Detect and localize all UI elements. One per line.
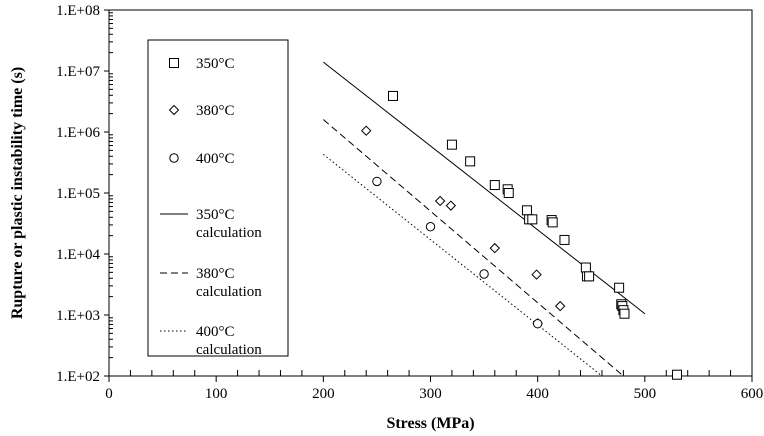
data-point-square — [559, 234, 570, 245]
data-point-square — [547, 217, 558, 228]
data-point-diamond — [434, 195, 446, 207]
data-point-square — [489, 180, 500, 191]
legend-square-marker — [169, 58, 179, 68]
data-point-square — [527, 214, 538, 225]
x-tick-label: 200 — [312, 386, 335, 402]
data-point-square — [614, 282, 625, 293]
legend-box — [147, 39, 289, 357]
data-point-square — [446, 139, 457, 150]
data-point-square — [387, 90, 398, 101]
legend-label: 380°C — [196, 266, 235, 282]
y-tick-label: 1.E+05 — [56, 186, 100, 202]
legend-label: 400°C — [196, 151, 235, 167]
legend-label: 350°C — [196, 56, 235, 72]
y-tick-label: 1.E+08 — [56, 3, 100, 19]
data-point-square — [465, 156, 476, 167]
x-tick-label: 0 — [105, 386, 113, 402]
legend-label: calculation — [196, 284, 262, 300]
data-point-square — [521, 205, 532, 216]
y-tick-label: 1.E+06 — [56, 125, 100, 141]
data-point-diamond — [360, 125, 372, 136]
legend-diamond-marker — [168, 104, 180, 116]
legend-label: calculation — [196, 225, 262, 241]
data-point-circle — [532, 319, 543, 329]
legend: 350°C 380°C 400°C 350°C calculation 380°C calc… — [147, 39, 289, 358]
data-point-square — [503, 188, 514, 198]
data-point-square — [671, 369, 682, 380]
data-point-diamond — [554, 300, 566, 312]
y-tick-label: 1.E+03 — [56, 308, 100, 324]
x-tick-label: 100 — [205, 386, 228, 402]
data-point-diamond — [531, 269, 542, 280]
data-marks — [323, 61, 682, 380]
data-point-circle — [479, 269, 489, 279]
data-point-circle — [372, 176, 382, 187]
data-point-diamond — [445, 200, 457, 211]
series-line-dotted — [323, 153, 603, 377]
y-axis-title: Rupture or plastic instability time (s) — [9, 67, 26, 319]
y-tick-label: 1.E+02 — [56, 369, 100, 385]
x-tick-label: 400 — [526, 386, 549, 402]
legend-label: 400°C — [196, 324, 235, 340]
data-point-diamond — [489, 242, 501, 254]
legend-label: 350°C — [196, 207, 235, 223]
x-tick-label: 500 — [634, 386, 657, 402]
data-point-square — [584, 271, 595, 282]
legend-circle-marker — [169, 153, 179, 163]
x-tick-label: 600 — [741, 386, 764, 402]
y-tick-label: 1.E+07 — [56, 64, 100, 80]
x-axis-title: Stress (MPa) — [386, 415, 474, 432]
data-point-square — [619, 308, 630, 319]
legend-label: 380°C — [196, 103, 235, 119]
y-tick-label: 1.E+04 — [56, 247, 100, 263]
x-tick-label: 300 — [419, 386, 442, 402]
axes: 0 100 200 300 400 500 600 1.E+02 1.E+03 1.E+04 1.E… — [56, 3, 763, 402]
data-point-circle — [425, 222, 436, 232]
data-point-square — [580, 262, 591, 273]
legend-label: calculation — [196, 342, 262, 358]
